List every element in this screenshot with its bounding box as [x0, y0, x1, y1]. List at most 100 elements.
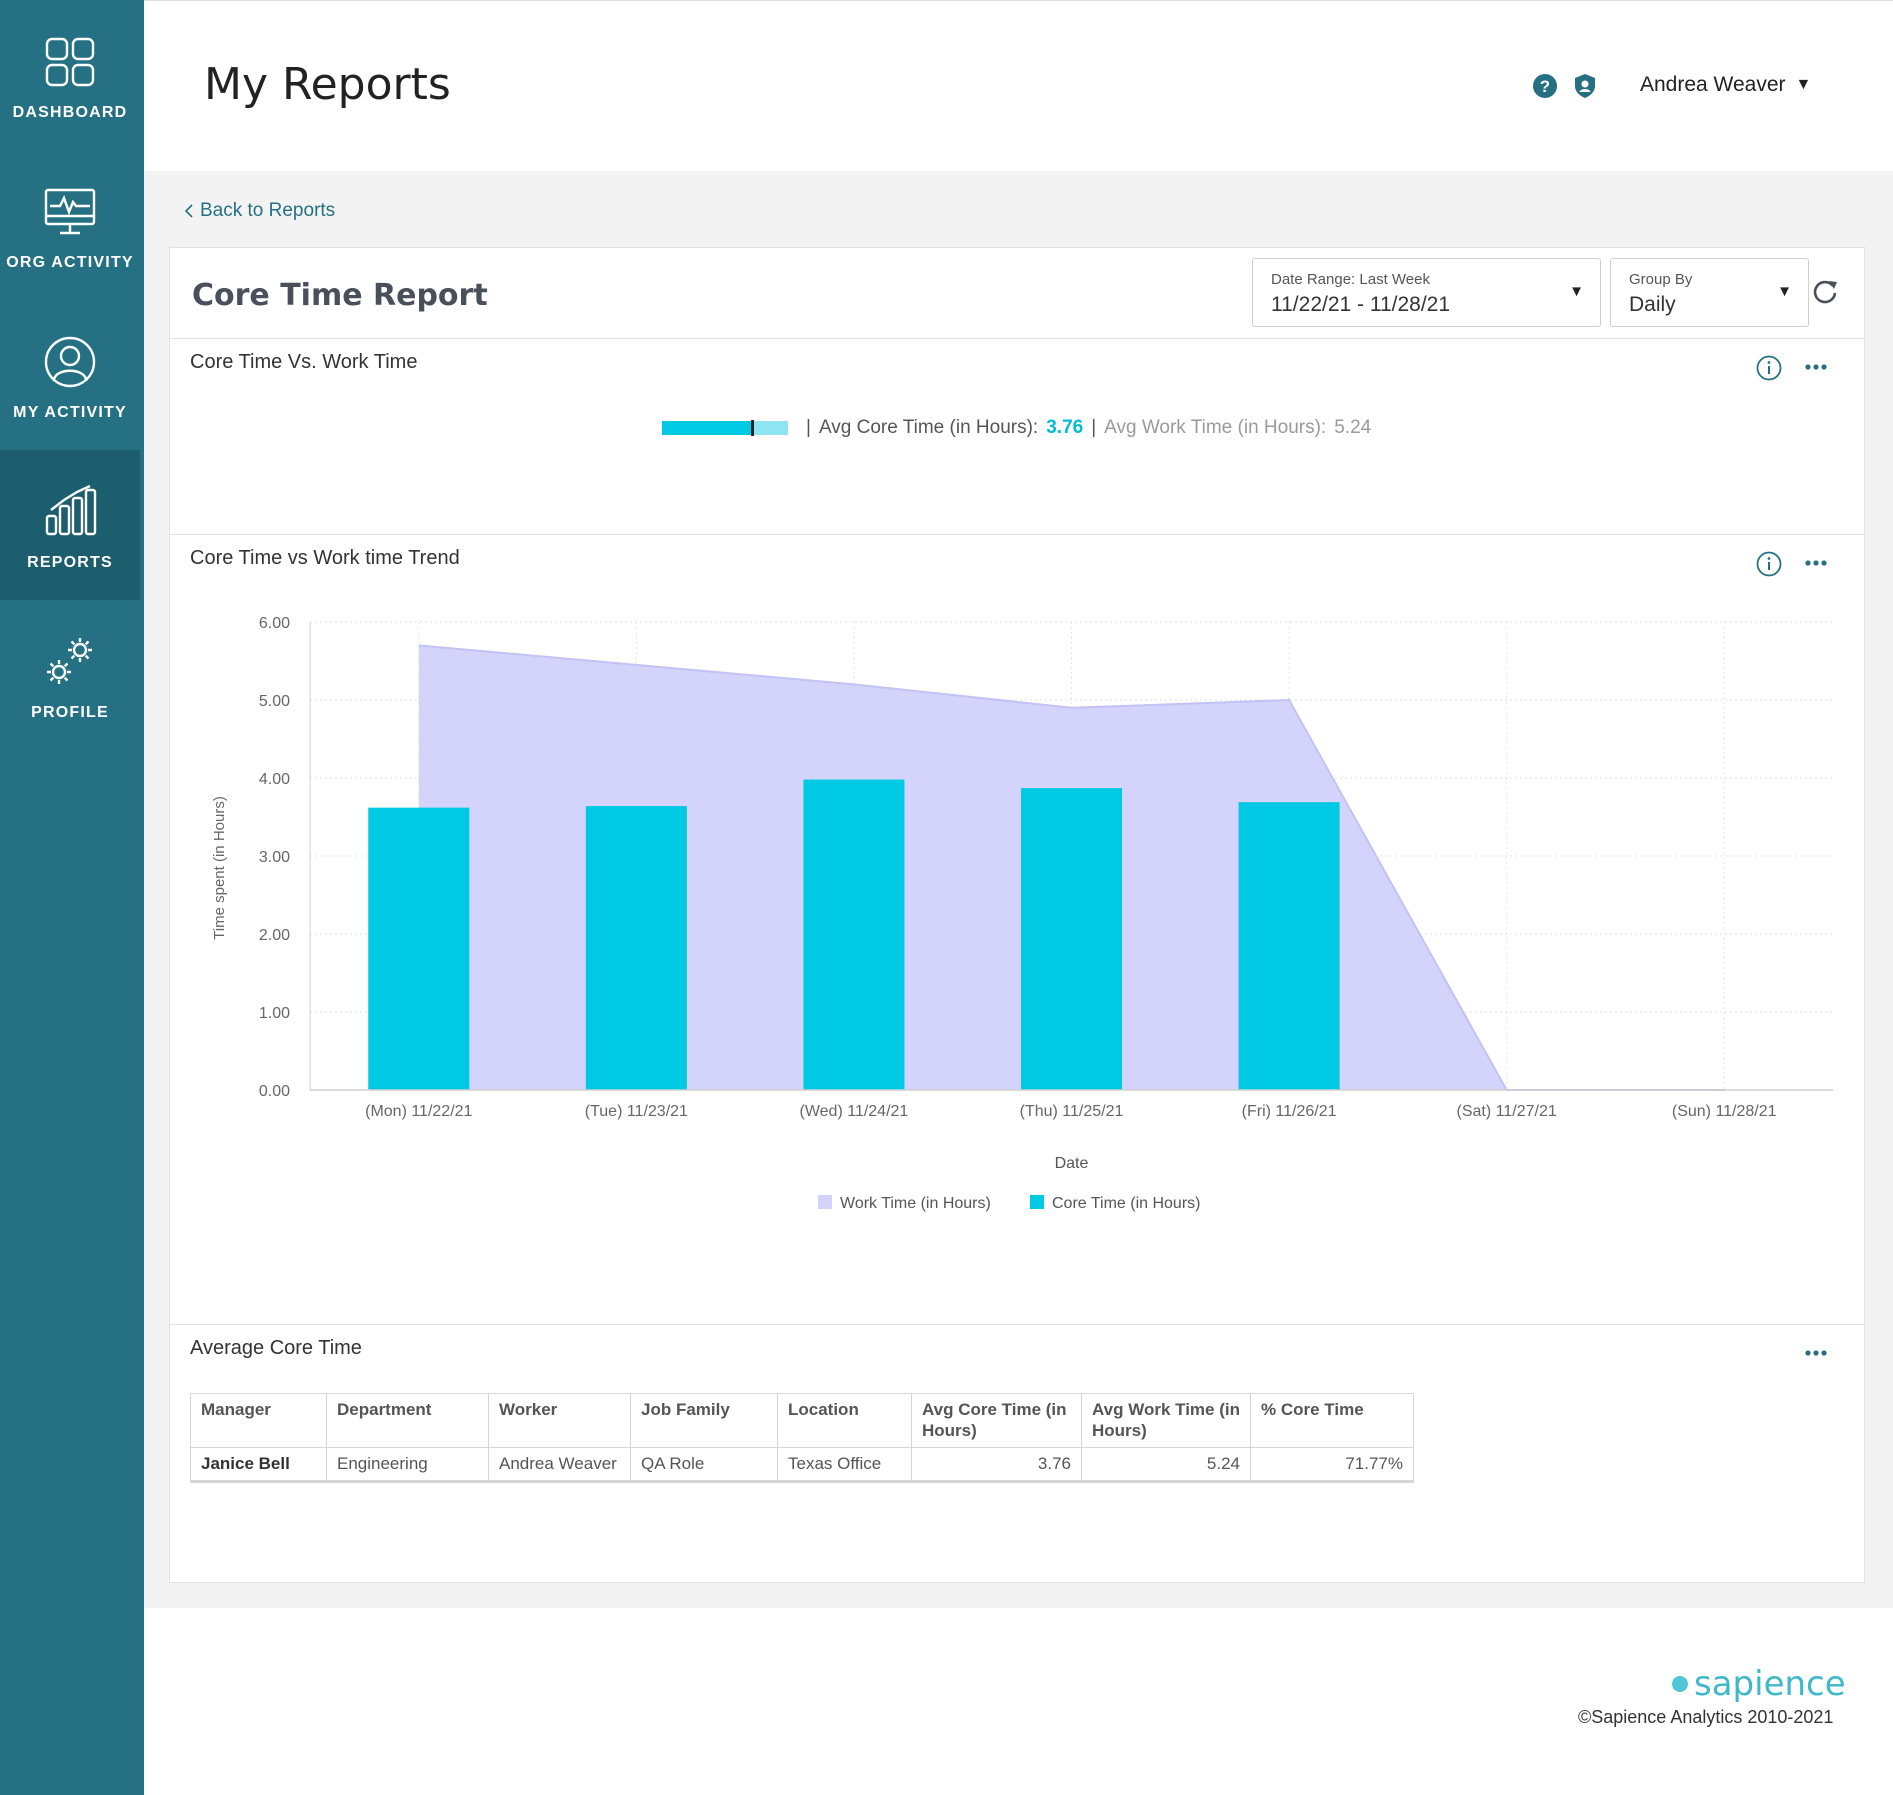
more-options-icon[interactable]	[1804, 361, 1828, 373]
y-tick-label: 0.00	[259, 1083, 290, 1100]
sidebar: DASHBOARD ORG ACTIVITY MY ACTIVITY REPOR…	[0, 0, 144, 1795]
table-cell: Engineering	[326, 1447, 489, 1482]
group-by-select[interactable]: Group By Daily ▼	[1610, 258, 1809, 327]
content-area: Back to Reports Core Time Report Date Ra…	[144, 171, 1893, 1608]
svg-text:?: ?	[1540, 77, 1550, 96]
y-tick-label: 3.00	[259, 849, 290, 866]
x-tick-label: (Mon) 11/22/21	[365, 1103, 472, 1120]
summary-row: | Avg Core Time (in Hours): 3.76 | Avg W…	[662, 417, 1371, 439]
shield-user-icon[interactable]	[1571, 72, 1599, 100]
column-header[interactable]: Avg Core Time (in Hours)	[911, 1393, 1082, 1448]
trend-title: Core Time vs Work time Trend	[190, 547, 460, 569]
x-axis-label: Date	[1055, 1155, 1089, 1172]
summary-section: Core Time Vs. Work Time | Avg Core Time …	[170, 338, 1864, 534]
avg-work-label: Avg Work Time (in Hours):	[1104, 417, 1327, 438]
chevron-left-icon	[184, 204, 193, 218]
sidebar-item-label: REPORTS	[27, 554, 113, 571]
sidebar-item-dashboard[interactable]: DASHBOARD	[0, 0, 140, 150]
caret-down-icon: ▼	[1777, 283, 1792, 300]
monitor-activity-icon	[44, 188, 96, 235]
avg-work-value: 5.24	[1334, 417, 1372, 438]
core-ratio-bar	[662, 420, 788, 436]
date-range-select[interactable]: Date Range: Last Week 11/22/21 - 11/28/2…	[1252, 258, 1601, 327]
trend-section: Core Time vs Work time Trend 0.00 1.00 2.0…	[170, 534, 1864, 1324]
sidebar-item-label: PROFILE	[31, 704, 109, 721]
date-range-label: Date Range: Last Week	[1271, 271, 1430, 288]
table-header-row: Manager Department Worker Job Family Loc…	[190, 1393, 1414, 1448]
trend-chart: 0.00 1.00 2.00 3.00 4.00 5.00 6.00 (Mon) 11/22/…	[211, 615, 1833, 1212]
date-range-value: 11/22/21 - 11/28/21	[1271, 293, 1451, 316]
column-header[interactable]: Job Family	[630, 1393, 778, 1448]
sapience-logo: sapience	[1672, 1664, 1846, 1704]
sidebar-item-my-activity[interactable]: MY ACTIVITY	[0, 300, 140, 450]
table-cell: Janice Bell	[190, 1447, 327, 1482]
logo-text: sapience	[1694, 1664, 1846, 1704]
x-tick-label: (Fri) 11/26/21	[1242, 1103, 1337, 1120]
legend-swatch-core	[1030, 1195, 1044, 1209]
x-tick-label: (Sat) 11/27/21	[1457, 1103, 1557, 1120]
table-title: Average Core Time	[190, 1337, 362, 1359]
core-time-bar	[1238, 802, 1340, 1090]
sidebar-item-label: MY ACTIVITY	[13, 404, 127, 421]
column-header[interactable]: Worker	[488, 1393, 631, 1448]
table-cell: Texas Office	[777, 1447, 912, 1482]
copyright: ©Sapience Analytics 2010-2021	[1578, 1707, 1834, 1727]
sidebar-item-profile[interactable]: PROFILE	[0, 600, 140, 750]
core-ratio-fill	[662, 421, 753, 435]
average-core-time-table: Manager Department Worker Job Family Loc…	[190, 1393, 1414, 1483]
table-cell: 71.77%	[1250, 1447, 1414, 1482]
core-time-bar	[368, 807, 470, 1090]
back-link-label: Back to Reports	[200, 200, 336, 221]
sidebar-item-reports[interactable]: REPORTS	[0, 450, 140, 600]
more-options-icon[interactable]	[1804, 557, 1828, 569]
core-time-bar	[1021, 788, 1122, 1090]
caret-down-icon: ▼	[1569, 283, 1584, 300]
help-icon[interactable]: ?	[1532, 73, 1558, 99]
sidebar-item-label: DASHBOARD	[12, 104, 128, 121]
column-header[interactable]: Manager	[190, 1393, 327, 1448]
column-header[interactable]: Department	[326, 1393, 489, 1448]
x-tick-label: (Sun) 11/28/21	[1672, 1103, 1777, 1120]
core-time-bar	[585, 806, 687, 1090]
x-tick-label: (Wed) 11/24/21	[800, 1103, 909, 1120]
table-cell: 5.24	[1081, 1447, 1251, 1482]
info-icon[interactable]	[1756, 355, 1782, 381]
user-menu[interactable]: Andrea Weaver ▼	[1640, 73, 1811, 97]
page-title: My Reports	[204, 59, 451, 110]
sidebar-item-org-activity[interactable]: ORG ACTIVITY	[0, 150, 140, 300]
y-tick-label: 1.00	[259, 1005, 290, 1022]
y-tick-label: 6.00	[259, 615, 290, 632]
x-tick-label: (Thu) 11/25/21	[1020, 1103, 1124, 1120]
more-options-icon[interactable]	[1804, 1347, 1828, 1359]
info-icon[interactable]	[1756, 551, 1782, 577]
user-circle-icon	[44, 336, 96, 388]
sidebar-item-label: ORG ACTIVITY	[6, 254, 134, 271]
avg-core-value: 3.76	[1046, 417, 1084, 438]
table-cell: Andrea Weaver	[488, 1447, 631, 1482]
y-tick-label: 2.00	[259, 927, 290, 944]
core-ratio-marker	[750, 420, 754, 436]
refresh-icon[interactable]	[1811, 277, 1839, 305]
header: My Reports ? Andrea Weaver ▼	[144, 0, 1893, 171]
core-time-bar	[803, 779, 905, 1090]
y-tick-label: 4.00	[259, 771, 290, 788]
legend-label-core: Core Time (in Hours)	[1052, 1195, 1200, 1212]
dashboard-grid-icon	[45, 37, 95, 87]
column-header[interactable]: Avg Work Time (in Hours)	[1081, 1393, 1251, 1448]
table-cell: 3.76	[911, 1447, 1082, 1482]
logo-dot-icon	[1672, 1676, 1688, 1692]
y-axis-label: Time spent (in Hours)	[211, 796, 228, 940]
group-by-label: Group By	[1629, 271, 1693, 288]
y-tick-label: 5.00	[259, 693, 290, 710]
back-to-reports-link[interactable]: Back to Reports	[184, 200, 335, 222]
bar-chart-icon	[45, 484, 97, 536]
report-card: Core Time Report Date Range: Last Week 1…	[169, 247, 1865, 1583]
legend-swatch-work	[818, 1195, 832, 1209]
separator: |	[806, 417, 811, 438]
summary-title: Core Time Vs. Work Time	[190, 351, 418, 373]
column-header[interactable]: % Core Time	[1250, 1393, 1414, 1448]
gears-icon	[47, 638, 92, 684]
column-header[interactable]: Location	[777, 1393, 912, 1448]
average-core-time-section: Average Core Time Manager Department Wor…	[170, 1324, 1864, 1583]
caret-down-icon: ▼	[1795, 76, 1812, 93]
